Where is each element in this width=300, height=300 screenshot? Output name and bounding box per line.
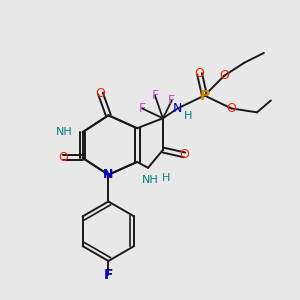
Text: F: F bbox=[168, 94, 175, 107]
Text: O: O bbox=[95, 87, 105, 100]
Text: P: P bbox=[200, 88, 210, 103]
Text: O: O bbox=[219, 69, 229, 82]
Text: F: F bbox=[152, 89, 158, 102]
Text: H: H bbox=[184, 111, 192, 121]
Text: O: O bbox=[226, 102, 236, 115]
Text: N: N bbox=[103, 168, 114, 181]
Text: O: O bbox=[180, 148, 190, 161]
Text: H: H bbox=[162, 173, 170, 183]
Text: F: F bbox=[139, 102, 145, 115]
Text: O: O bbox=[58, 152, 68, 164]
Text: F: F bbox=[103, 268, 113, 282]
Text: O: O bbox=[195, 67, 205, 80]
Text: NH: NH bbox=[142, 175, 158, 185]
Text: N: N bbox=[173, 102, 182, 115]
Text: NH: NH bbox=[56, 127, 73, 137]
